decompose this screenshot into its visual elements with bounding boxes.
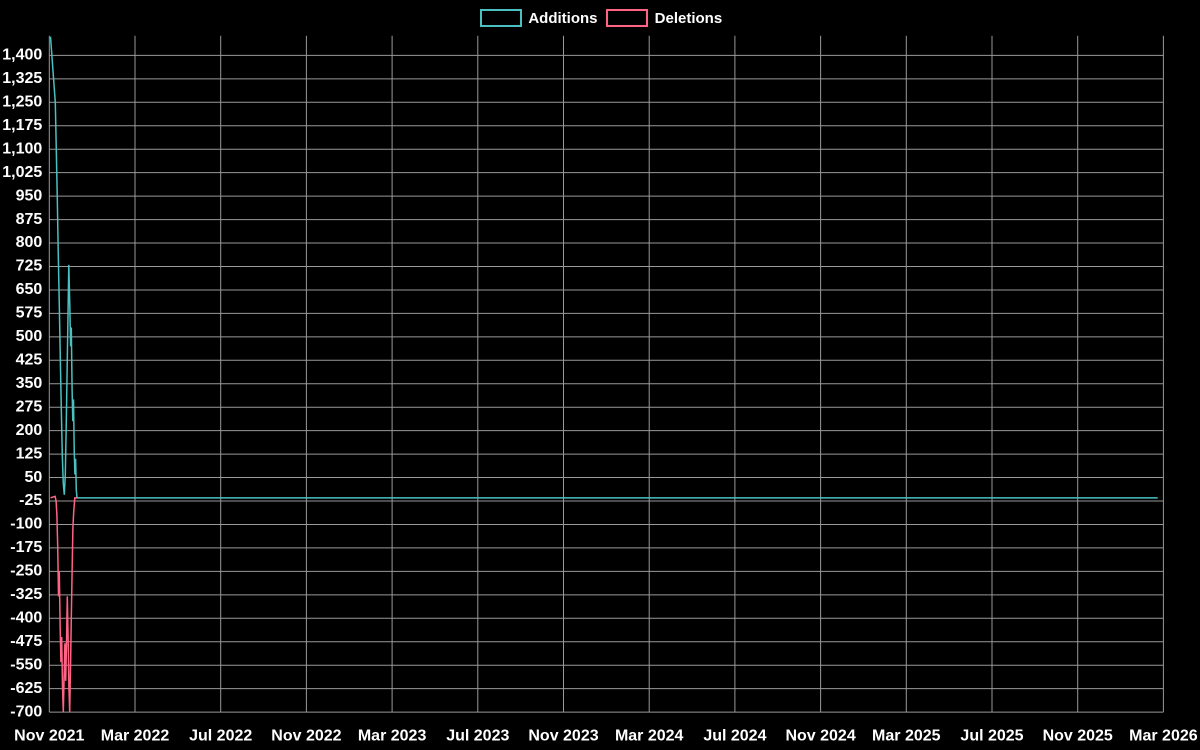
- svg-text:875: 875: [16, 211, 43, 228]
- svg-text:Mar 2026: Mar 2026: [1129, 728, 1198, 745]
- svg-text:800: 800: [16, 234, 43, 251]
- svg-text:Jul 2024: Jul 2024: [703, 728, 766, 745]
- svg-text:50: 50: [25, 469, 43, 486]
- svg-text:Nov 2023: Nov 2023: [528, 728, 598, 745]
- svg-text:-175: -175: [10, 539, 42, 556]
- svg-text:-400: -400: [10, 610, 42, 627]
- svg-text:950: 950: [16, 187, 43, 204]
- svg-text:-700: -700: [10, 703, 42, 720]
- svg-text:-250: -250: [10, 563, 42, 580]
- svg-text:575: 575: [16, 305, 43, 322]
- svg-text:350: 350: [16, 375, 43, 392]
- svg-text:Nov 2021: Nov 2021: [14, 728, 84, 745]
- svg-text:1,400: 1,400: [2, 47, 42, 64]
- svg-text:Jul 2022: Jul 2022: [189, 728, 252, 745]
- svg-text:-550: -550: [10, 656, 42, 673]
- svg-text:650: 650: [16, 281, 43, 298]
- svg-text:125: 125: [16, 445, 43, 462]
- svg-text:1,100: 1,100: [2, 140, 42, 157]
- svg-text:Jul 2023: Jul 2023: [446, 728, 509, 745]
- svg-text:-100: -100: [10, 516, 42, 533]
- svg-text:-325: -325: [10, 586, 42, 603]
- svg-text:Nov 2022: Nov 2022: [271, 728, 341, 745]
- svg-text:-25: -25: [19, 492, 42, 509]
- svg-text:275: 275: [16, 398, 43, 415]
- svg-text:725: 725: [16, 258, 43, 275]
- svg-text:-625: -625: [10, 680, 42, 697]
- svg-text:1,250: 1,250: [2, 94, 42, 111]
- svg-text:Mar 2023: Mar 2023: [358, 728, 427, 745]
- svg-text:Mar 2025: Mar 2025: [872, 728, 941, 745]
- svg-text:425: 425: [16, 352, 43, 369]
- svg-text:Nov 2025: Nov 2025: [1043, 728, 1113, 745]
- svg-text:Jul 2025: Jul 2025: [960, 728, 1023, 745]
- svg-text:Mar 2022: Mar 2022: [101, 728, 170, 745]
- svg-text:1,325: 1,325: [2, 70, 42, 87]
- svg-text:500: 500: [16, 328, 43, 345]
- svg-text:-475: -475: [10, 633, 42, 650]
- svg-text:200: 200: [16, 422, 43, 439]
- svg-text:1,175: 1,175: [2, 117, 42, 134]
- svg-text:1,025: 1,025: [2, 164, 42, 181]
- svg-text:Nov 2024: Nov 2024: [785, 728, 855, 745]
- svg-text:Mar 2024: Mar 2024: [615, 728, 684, 745]
